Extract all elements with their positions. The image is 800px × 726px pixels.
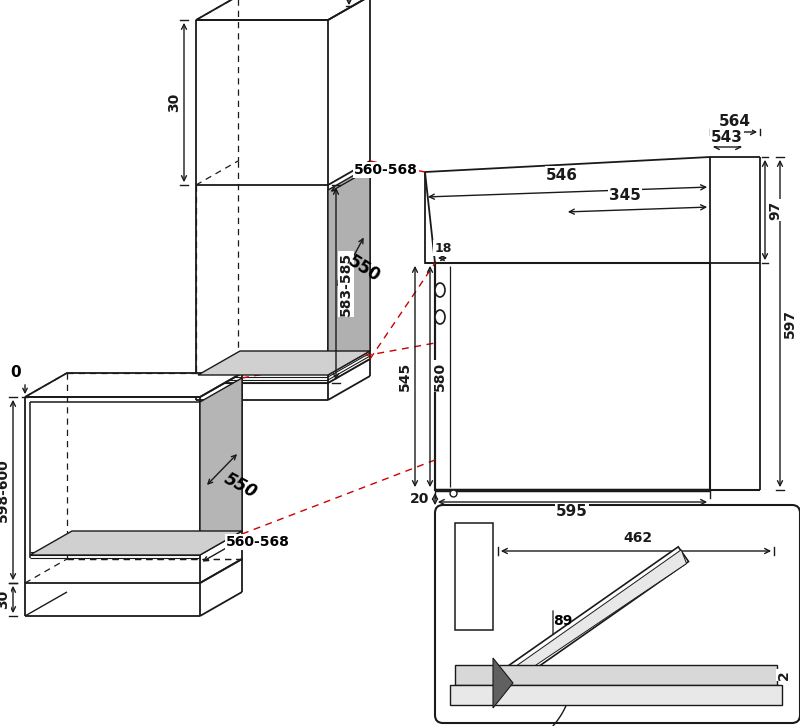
Ellipse shape	[435, 310, 445, 324]
Text: 550: 550	[345, 252, 383, 286]
Text: 462: 462	[623, 531, 653, 545]
Text: 598-600: 598-600	[0, 458, 10, 522]
Text: 546: 546	[546, 168, 578, 182]
Ellipse shape	[435, 283, 445, 297]
Text: 345: 345	[609, 187, 641, 203]
Polygon shape	[200, 378, 242, 555]
Text: 18: 18	[434, 242, 452, 255]
Polygon shape	[198, 351, 370, 375]
Text: 543: 543	[711, 129, 743, 144]
Polygon shape	[425, 157, 710, 263]
Text: 560-568: 560-568	[226, 535, 290, 549]
Polygon shape	[493, 658, 513, 708]
FancyBboxPatch shape	[435, 505, 800, 723]
Text: 30: 30	[0, 590, 10, 608]
Text: 564: 564	[719, 115, 751, 129]
Text: 550: 550	[222, 470, 261, 502]
Text: 580: 580	[433, 362, 447, 391]
Text: 97: 97	[768, 200, 782, 220]
Polygon shape	[498, 547, 689, 688]
Polygon shape	[455, 665, 777, 685]
Text: 545: 545	[398, 362, 412, 391]
Polygon shape	[502, 550, 686, 686]
Text: 583-585: 583-585	[339, 252, 353, 316]
Polygon shape	[196, 0, 370, 20]
Text: 560-568: 560-568	[354, 163, 418, 177]
Text: 89: 89	[554, 614, 573, 628]
Text: 30: 30	[167, 92, 181, 112]
Polygon shape	[328, 166, 370, 375]
Polygon shape	[30, 531, 242, 555]
Polygon shape	[450, 685, 782, 705]
Text: 0: 0	[10, 365, 22, 380]
Text: 2: 2	[777, 670, 791, 680]
Text: 597: 597	[783, 309, 797, 338]
Polygon shape	[25, 373, 242, 397]
Polygon shape	[455, 523, 493, 630]
Polygon shape	[435, 263, 710, 490]
Text: 595: 595	[556, 505, 588, 520]
Text: 20: 20	[410, 492, 430, 506]
